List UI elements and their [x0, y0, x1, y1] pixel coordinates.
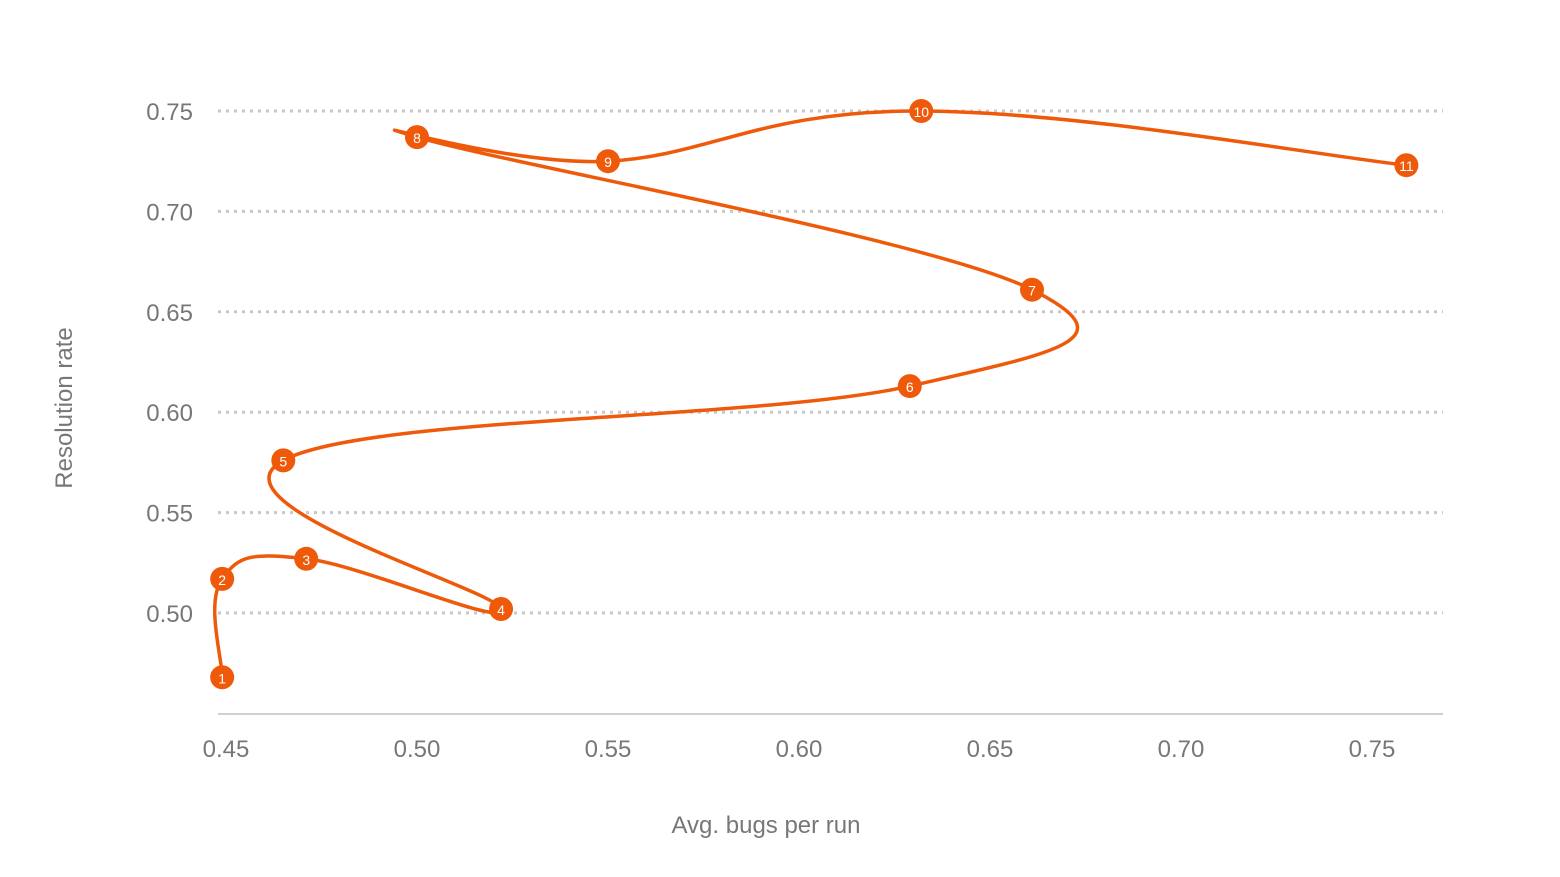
data-point: 10 — [909, 99, 934, 123]
data-point-label: 10 — [913, 104, 929, 120]
x-tick-labels: 0.45 0.50 0.55 0.60 0.65 0.70 0.75 — [203, 736, 1396, 763]
data-point: 6 — [897, 374, 922, 399]
data-point: 5 — [271, 448, 296, 473]
y-tick-label: 0.75 — [146, 99, 193, 126]
data-point: 1 — [210, 665, 235, 690]
data-point-marker — [897, 374, 922, 399]
gridlines — [218, 109, 1443, 615]
data-point-marker — [271, 448, 296, 473]
x-tick-label: 0.70 — [1158, 736, 1205, 763]
y-tick-label: 0.65 — [146, 300, 193, 327]
y-tick-label: 0.60 — [146, 400, 193, 427]
data-point-label: 1 — [218, 670, 226, 686]
y-tick-label: 0.70 — [146, 199, 193, 226]
x-tick-label: 0.50 — [394, 736, 441, 763]
data-point-label: 11 — [1399, 158, 1414, 174]
x-tick-label: 0.75 — [1349, 736, 1396, 763]
data-point-marker — [210, 566, 235, 591]
data-point: 9 — [596, 149, 620, 174]
data-point: 3 — [294, 546, 319, 571]
data-point-marker — [489, 596, 514, 621]
data-points: 1 2 3 4 5 6 7 8 9 10 11 — [210, 99, 1419, 690]
y-tick-labels: 0.50 0.55 0.60 0.65 0.70 0.75 — [146, 99, 193, 628]
data-point: 7 — [1020, 277, 1045, 302]
data-point-marker — [405, 125, 429, 150]
data-point: 2 — [210, 566, 235, 591]
x-tick-label: 0.60 — [776, 736, 823, 763]
data-point-label: 9 — [604, 154, 612, 170]
data-point-marker — [210, 665, 235, 690]
data-point: 4 — [489, 596, 514, 621]
data-point-label: 4 — [497, 602, 505, 618]
data-point-marker — [909, 99, 934, 123]
y-axis-label: Resolution rate — [51, 327, 78, 488]
data-point-marker — [1394, 153, 1419, 178]
x-tick-label: 0.45 — [203, 736, 250, 763]
data-point-label: 8 — [413, 130, 421, 146]
data-point-marker — [294, 546, 319, 571]
data-point-label: 5 — [279, 453, 287, 469]
series-line — [213, 109, 1409, 680]
data-point: 8 — [405, 125, 429, 150]
data-point-label: 2 — [218, 572, 226, 588]
y-tick-label: 0.55 — [146, 501, 193, 528]
x-tick-label: 0.55 — [585, 736, 632, 763]
y-tick-label: 0.50 — [146, 601, 193, 628]
data-point-marker — [596, 149, 620, 174]
x-tick-label: 0.65 — [967, 736, 1014, 763]
data-point: 11 — [1394, 153, 1419, 178]
data-point-marker — [1020, 277, 1045, 302]
x-axis-label: Avg. bugs per run — [671, 812, 860, 839]
data-point-label: 3 — [302, 552, 310, 568]
data-point-label: 6 — [906, 379, 914, 395]
data-point-label: 7 — [1028, 283, 1036, 299]
